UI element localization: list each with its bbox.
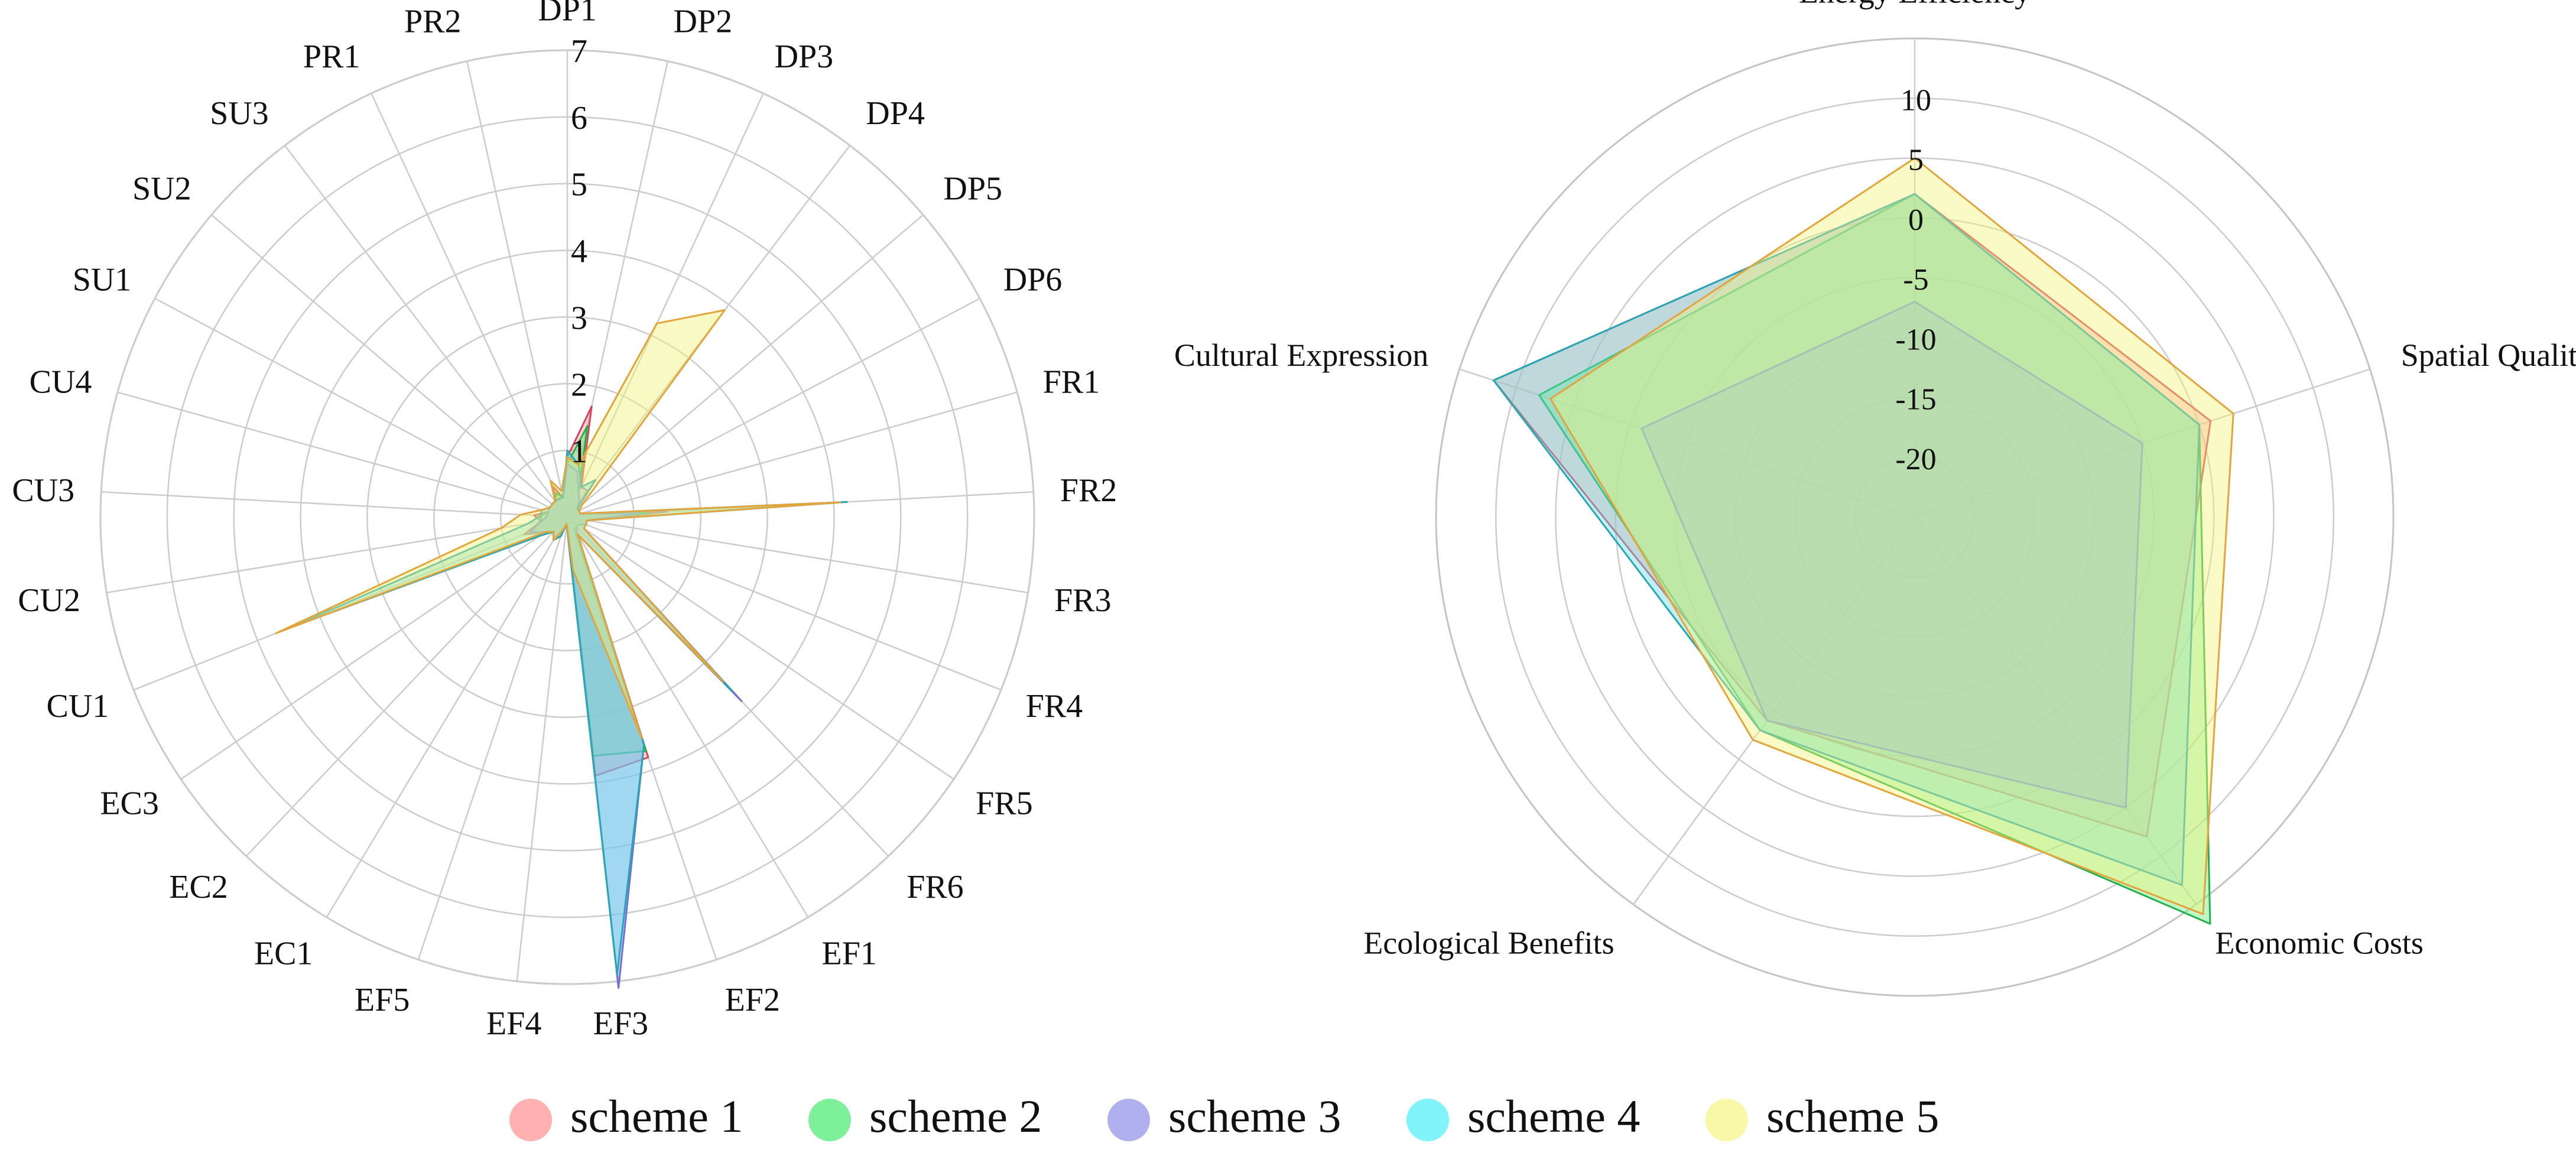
category-label-ef2: EF2 bbox=[725, 982, 780, 1018]
grid-spoke bbox=[326, 517, 569, 918]
grid-spoke bbox=[466, 61, 569, 518]
grid-spoke bbox=[106, 516, 568, 594]
radial-tick-label: -20 bbox=[1895, 443, 1936, 476]
legend-swatch-scheme-5 bbox=[1706, 1099, 1748, 1141]
legend-item-scheme-5: scheme 5 bbox=[1706, 1090, 1939, 1142]
grid-spoke bbox=[371, 93, 569, 518]
category-label-dp2: DP2 bbox=[674, 4, 733, 40]
grid-spoke bbox=[566, 517, 809, 918]
radial-tick-label: 1 bbox=[571, 433, 587, 470]
legend-item-scheme-3: scheme 3 bbox=[1107, 1090, 1341, 1142]
category-label-su1: SU1 bbox=[73, 262, 132, 298]
category-label-su2: SU2 bbox=[132, 171, 191, 207]
left-radar-chart: 1 2 3 4 5 6 7 DP1 DP2 DP3 DP4 DP5 DP6 FR1 FR2 FR3 FR4 FR5… bbox=[12, 0, 1117, 1042]
radial-tick-label: 5 bbox=[1908, 144, 1924, 177]
category-label-fr1: FR1 bbox=[1043, 364, 1100, 401]
series-area-scheme-3 bbox=[1641, 301, 2143, 809]
radial-tick-label: 3 bbox=[571, 300, 587, 336]
category-label-ec3: EC3 bbox=[100, 785, 159, 822]
category-label-ec2: EC2 bbox=[169, 869, 228, 905]
legend-swatch-scheme-4 bbox=[1406, 1099, 1449, 1141]
legend-item-scheme-1: scheme 1 bbox=[509, 1090, 743, 1142]
category-label-su3: SU3 bbox=[210, 95, 269, 132]
grid-spoke bbox=[1459, 368, 1915, 518]
legend-label-scheme-2: scheme 2 bbox=[869, 1090, 1042, 1142]
radial-tick-label: 6 bbox=[571, 100, 587, 137]
radial-tick-label: -15 bbox=[1895, 383, 1936, 417]
category-label-fr5: FR5 bbox=[976, 785, 1033, 822]
category-label-dp3: DP3 bbox=[775, 38, 834, 75]
category-label-ef5: EF5 bbox=[355, 982, 410, 1018]
category-label-cu2: CU2 bbox=[18, 582, 80, 619]
right-radar-chart: 10 5 0 -5 -10 -15 -20 Energy Efficiency Spatial … bbox=[1174, 0, 2576, 997]
grid-spoke bbox=[101, 491, 568, 518]
grid-spoke bbox=[133, 516, 568, 691]
category-label-ef4: EF4 bbox=[486, 1005, 541, 1042]
category-label-ef1: EF1 bbox=[822, 936, 877, 972]
grid-spoke bbox=[567, 214, 924, 518]
grid-spoke bbox=[154, 297, 568, 518]
legend-label-scheme-1: scheme 1 bbox=[570, 1090, 743, 1142]
legend-label-scheme-3: scheme 3 bbox=[1168, 1090, 1341, 1142]
category-label-dp1: DP1 bbox=[538, 0, 597, 28]
grid-spoke bbox=[284, 145, 568, 518]
category-label-fr3: FR3 bbox=[1054, 582, 1112, 619]
category-label-cu1: CU1 bbox=[47, 688, 109, 725]
category-label-fr4: FR4 bbox=[1026, 688, 1083, 725]
radial-tick-label: 4 bbox=[571, 233, 587, 270]
grid-spoke bbox=[567, 516, 954, 780]
grid-spoke bbox=[180, 516, 568, 780]
radial-tick-label: 2 bbox=[571, 366, 587, 403]
grid-spoke bbox=[417, 517, 569, 960]
grid-spoke bbox=[566, 93, 764, 518]
legend-item-scheme-4: scheme 4 bbox=[1406, 1090, 1640, 1142]
legend-swatch-scheme-1 bbox=[509, 1099, 552, 1141]
grid-spoke bbox=[1632, 517, 1916, 905]
category-label-cu3: CU3 bbox=[12, 472, 74, 509]
grid-spoke bbox=[245, 517, 568, 857]
grid-spoke bbox=[516, 517, 569, 982]
radial-tick-label: 10 bbox=[1901, 83, 1931, 117]
radial-tick-label: -10 bbox=[1895, 323, 1936, 356]
radial-tick-label: -5 bbox=[1903, 263, 1928, 297]
category-label-cu4: CU4 bbox=[30, 364, 92, 401]
category-label-ecological-benefits: Ecological Benefits bbox=[1363, 925, 1614, 960]
grid-spoke bbox=[117, 391, 568, 518]
series-area-scheme-5 bbox=[1550, 157, 2234, 915]
legend-label-scheme-5: scheme 5 bbox=[1766, 1090, 1939, 1142]
series-area-scheme-4 bbox=[1492, 193, 2200, 886]
legend-swatch-scheme-2 bbox=[808, 1099, 851, 1141]
category-label-dp5: DP5 bbox=[943, 171, 1002, 207]
category-label-economic-costs: Economic Costs bbox=[2215, 925, 2423, 960]
category-label-dp4: DP4 bbox=[866, 95, 925, 132]
category-label-spatial-quality: Spatial Quality bbox=[2401, 337, 2576, 373]
category-label-energy-efficiency: Energy Efficiency bbox=[1799, 0, 2031, 10]
category-label-pr1: PR1 bbox=[303, 38, 360, 75]
category-label-fr6: FR6 bbox=[907, 869, 964, 905]
category-label-ec1: EC1 bbox=[254, 936, 313, 972]
legend-swatch-scheme-3 bbox=[1107, 1099, 1150, 1141]
grid-spoke bbox=[211, 214, 568, 518]
grid-spoke bbox=[567, 297, 980, 518]
category-label-cultural-expression: Cultural Expression bbox=[1174, 337, 1428, 373]
category-label-pr2: PR2 bbox=[404, 4, 462, 40]
category-label-dp6: DP6 bbox=[1003, 262, 1063, 298]
radial-tick-label: 7 bbox=[571, 33, 587, 70]
series-area-scheme-5 bbox=[275, 309, 842, 739]
grid-spoke bbox=[566, 61, 669, 518]
radial-tick-label: 0 bbox=[1908, 203, 1924, 237]
grid-spoke bbox=[567, 516, 1028, 594]
legend-label-scheme-4: scheme 4 bbox=[1467, 1090, 1640, 1142]
legend: scheme 1 scheme 2 scheme 3 scheme 4 sche… bbox=[509, 1090, 1939, 1142]
radial-tick-label: 5 bbox=[571, 167, 587, 203]
grid-spoke bbox=[1914, 517, 2197, 905]
category-label-ef3: EF3 bbox=[593, 1005, 648, 1042]
category-label-fr2: FR2 bbox=[1060, 472, 1118, 509]
grid-spoke bbox=[567, 516, 1002, 691]
legend-item-scheme-2: scheme 2 bbox=[808, 1090, 1042, 1142]
grid-spoke bbox=[567, 391, 1018, 518]
